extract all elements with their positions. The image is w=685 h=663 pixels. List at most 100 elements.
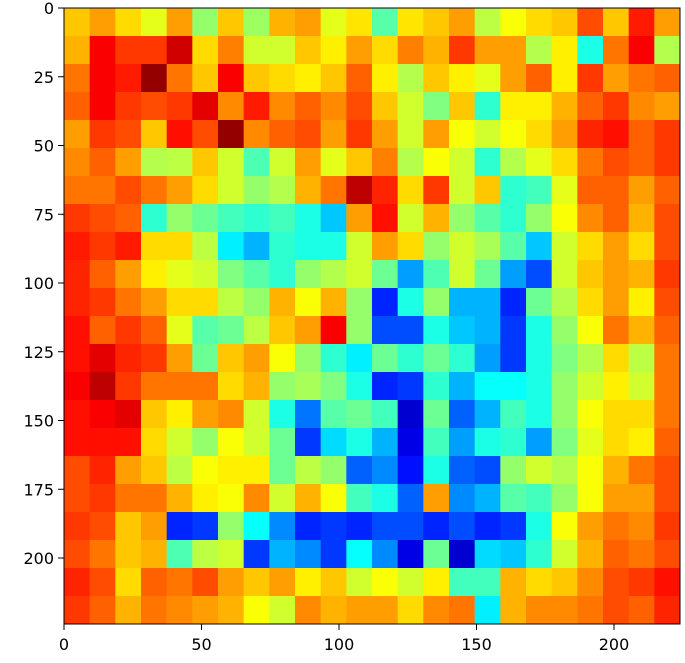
heatmap-cell bbox=[449, 176, 476, 205]
heatmap-cell bbox=[141, 8, 168, 37]
heatmap-cell bbox=[295, 428, 322, 457]
heatmap-cell bbox=[346, 204, 373, 233]
heatmap-cell bbox=[64, 260, 91, 289]
heatmap-cell bbox=[577, 260, 604, 289]
heatmap-cell bbox=[628, 400, 655, 429]
heatmap-cell bbox=[500, 596, 527, 625]
heatmap-cell bbox=[269, 456, 296, 485]
heatmap-cell bbox=[577, 92, 604, 121]
heatmap-cell bbox=[243, 540, 270, 569]
heatmap-cell bbox=[269, 344, 296, 373]
heatmap-cell bbox=[141, 288, 168, 317]
heatmap-cell bbox=[397, 92, 424, 121]
heatmap-cell bbox=[346, 344, 373, 373]
heatmap-cell bbox=[166, 540, 193, 569]
heatmap-cell bbox=[295, 64, 322, 93]
heatmap-cell bbox=[295, 372, 322, 401]
plot-frame bbox=[63, 7, 681, 625]
y-tick-label: 50 bbox=[34, 137, 54, 156]
heatmap-cell bbox=[474, 540, 501, 569]
heatmap-cell bbox=[654, 204, 681, 233]
heatmap-cell bbox=[320, 428, 347, 457]
heatmap-cell bbox=[141, 400, 168, 429]
heatmap-cell bbox=[603, 260, 630, 289]
heatmap-cell bbox=[526, 176, 553, 205]
heatmap-cell bbox=[320, 344, 347, 373]
heatmap-cell bbox=[603, 120, 630, 149]
heatmap-cell bbox=[166, 456, 193, 485]
heatmap-cell bbox=[141, 512, 168, 541]
heatmap-cell bbox=[89, 204, 116, 233]
heatmap-cell bbox=[192, 428, 219, 457]
heatmap-cell bbox=[166, 288, 193, 317]
heatmap-cell bbox=[423, 204, 450, 233]
heatmap-cell bbox=[423, 372, 450, 401]
heatmap-cell bbox=[449, 484, 476, 513]
heatmap-cell bbox=[474, 596, 501, 625]
heatmap-cell bbox=[64, 232, 91, 261]
heatmap-cell bbox=[474, 260, 501, 289]
heatmap-cell bbox=[474, 176, 501, 205]
heatmap-cell bbox=[89, 540, 116, 569]
heatmap-cell bbox=[269, 372, 296, 401]
heatmap-cell bbox=[166, 316, 193, 345]
heatmap-cell bbox=[628, 344, 655, 373]
heatmap-cell bbox=[500, 120, 527, 149]
heatmap-cell bbox=[628, 36, 655, 65]
heatmap-cell bbox=[628, 64, 655, 93]
heatmap-cell bbox=[423, 36, 450, 65]
heatmap-cell bbox=[346, 8, 373, 37]
heatmap-cell bbox=[295, 288, 322, 317]
heatmap-cell bbox=[141, 148, 168, 177]
heatmap-cell bbox=[551, 316, 578, 345]
heatmap-cell bbox=[192, 260, 219, 289]
heatmap-cell bbox=[551, 288, 578, 317]
heatmap-cell bbox=[141, 260, 168, 289]
heatmap-cell bbox=[577, 484, 604, 513]
heatmap-cell bbox=[500, 372, 527, 401]
heatmap-cell bbox=[141, 428, 168, 457]
heatmap-cell bbox=[166, 36, 193, 65]
heatmap-cell bbox=[89, 148, 116, 177]
heatmap-cell bbox=[628, 120, 655, 149]
heatmap-cell bbox=[166, 8, 193, 37]
heatmap-cell bbox=[577, 400, 604, 429]
heatmap-cell bbox=[500, 512, 527, 541]
heatmap-cell bbox=[218, 148, 245, 177]
heatmap-cell bbox=[551, 204, 578, 233]
heatmap-cell bbox=[295, 92, 322, 121]
heatmap-cell bbox=[628, 568, 655, 597]
heatmap-cell bbox=[628, 260, 655, 289]
heatmap-cell bbox=[295, 148, 322, 177]
heatmap-cell bbox=[64, 316, 91, 345]
heatmap-cell bbox=[372, 372, 399, 401]
heatmap-cell bbox=[192, 36, 219, 65]
heatmap-cell bbox=[166, 596, 193, 625]
heatmap-cell bbox=[423, 316, 450, 345]
heatmap-cell bbox=[500, 316, 527, 345]
heatmap-cell bbox=[526, 344, 553, 373]
heatmap-cell bbox=[423, 400, 450, 429]
heatmap-cell bbox=[269, 260, 296, 289]
heatmap-cell bbox=[320, 260, 347, 289]
heatmap-cell bbox=[192, 344, 219, 373]
heatmap-cell bbox=[295, 456, 322, 485]
heatmap-cell bbox=[89, 260, 116, 289]
heatmap-cell bbox=[500, 176, 527, 205]
heatmap-cell bbox=[372, 204, 399, 233]
heatmap-cell bbox=[449, 540, 476, 569]
heatmap-cell bbox=[654, 372, 681, 401]
heatmap-cell bbox=[115, 540, 142, 569]
heatmap-cell bbox=[243, 428, 270, 457]
heatmap-cell bbox=[577, 428, 604, 457]
heatmap-cell bbox=[218, 344, 245, 373]
heatmap-cell bbox=[89, 176, 116, 205]
heatmap-cell bbox=[346, 596, 373, 625]
heatmap-cell bbox=[500, 540, 527, 569]
heatmap-cell bbox=[500, 400, 527, 429]
heatmap-cell bbox=[577, 8, 604, 37]
heatmap-cell bbox=[654, 148, 681, 177]
heatmap-cell bbox=[269, 316, 296, 345]
heatmap-cell bbox=[603, 596, 630, 625]
